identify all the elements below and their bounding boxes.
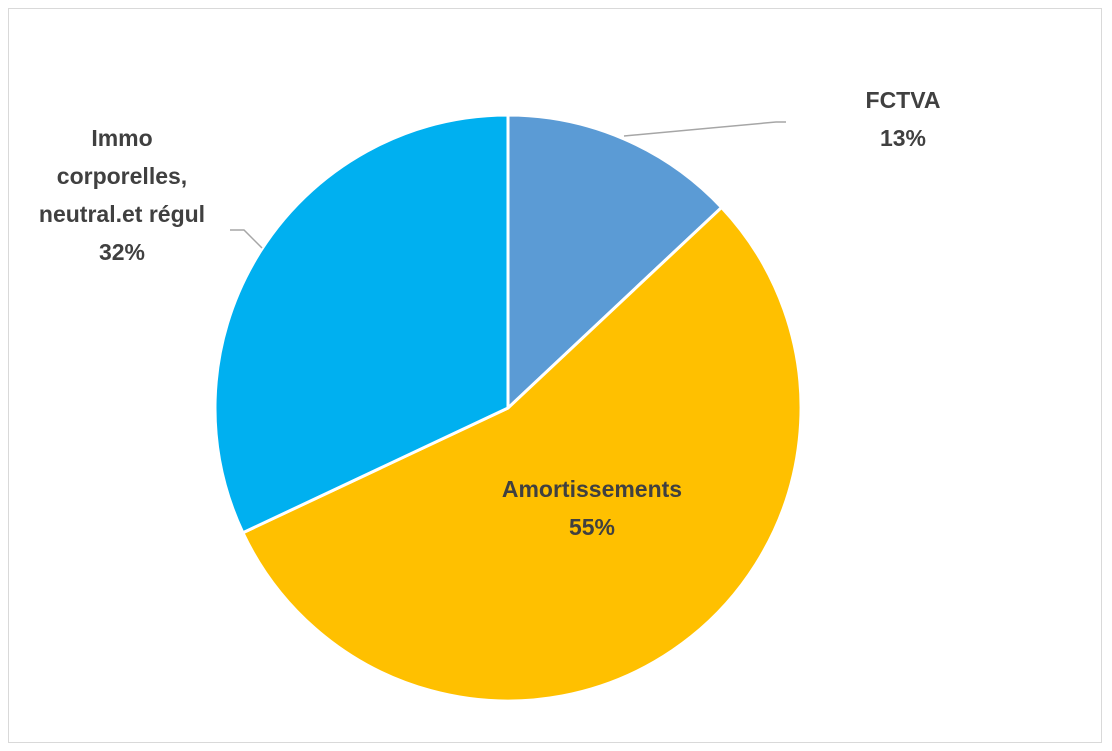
slice-name-label: neutral.et régul [39, 201, 205, 227]
leader-line-2 [230, 229, 263, 249]
pie-slice-0 [506, 113, 724, 410]
leader-line-0 [623, 121, 786, 137]
slice-value-label: 32% [99, 239, 145, 265]
leader-lines-layer [230, 121, 786, 249]
slice-name-label: Amortissements [502, 476, 682, 502]
slice-name-label: Immo [91, 125, 152, 151]
slice-value-label: 13% [880, 125, 926, 151]
slice-label-0: FCTVA 13% [866, 87, 941, 151]
slice-label-1: Amortissements 55% [502, 476, 682, 540]
labels-layer: FCTVA 13% Amortissements 55% Immo corporelles… [39, 87, 941, 540]
slice-label-2: Immo corporelles, neutral.et régul 32% [39, 125, 205, 265]
slices-layer [213, 113, 803, 703]
pie-slice-2 [213, 113, 510, 535]
slice-value-label: 55% [569, 514, 615, 540]
slice-name-label: corporelles, [57, 163, 187, 189]
pie-slice-1 [241, 205, 803, 703]
slice-name-label: FCTVA [866, 87, 941, 113]
